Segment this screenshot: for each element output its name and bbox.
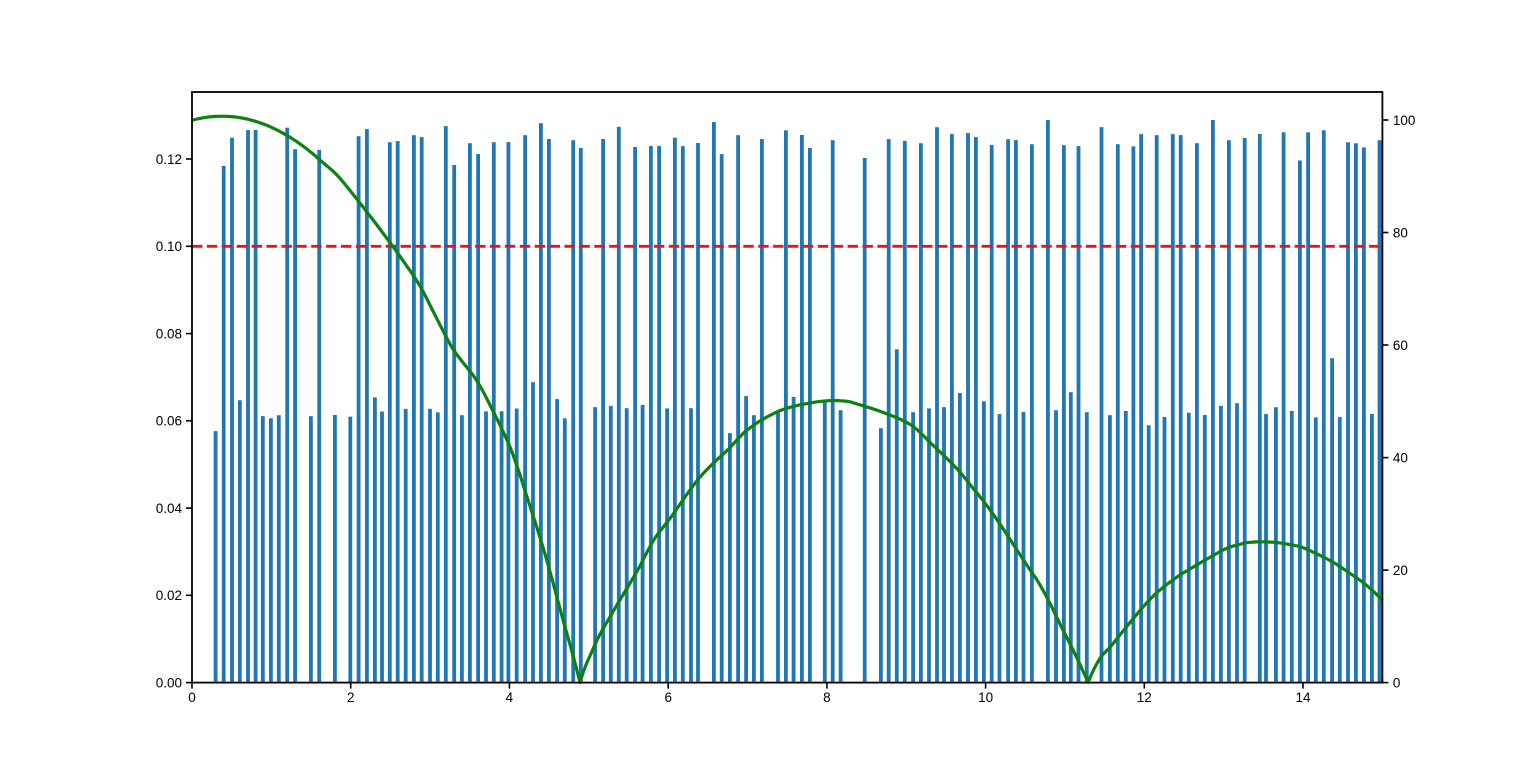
svg-text:0: 0 <box>1393 675 1401 690</box>
svg-text:10: 10 <box>978 690 993 705</box>
svg-text:6: 6 <box>664 690 672 705</box>
svg-text:0.00: 0.00 <box>156 675 182 690</box>
svg-text:0.10: 0.10 <box>156 239 182 254</box>
svg-text:0: 0 <box>188 690 196 705</box>
svg-text:2: 2 <box>347 690 355 705</box>
svg-text:8: 8 <box>823 690 831 705</box>
svg-text:80: 80 <box>1393 225 1408 240</box>
svg-text:14: 14 <box>1295 690 1311 705</box>
svg-text:100: 100 <box>1393 113 1416 128</box>
svg-text:0.06: 0.06 <box>156 414 182 429</box>
svg-text:4: 4 <box>506 690 514 705</box>
svg-text:0.08: 0.08 <box>156 326 182 341</box>
svg-text:20: 20 <box>1393 563 1408 578</box>
svg-text:0.12: 0.12 <box>156 152 182 167</box>
svg-text:12: 12 <box>1137 690 1152 705</box>
svg-text:60: 60 <box>1393 338 1408 353</box>
svg-text:40: 40 <box>1393 450 1408 465</box>
svg-text:0.04: 0.04 <box>156 501 183 516</box>
svg-text:0.02: 0.02 <box>156 588 182 603</box>
